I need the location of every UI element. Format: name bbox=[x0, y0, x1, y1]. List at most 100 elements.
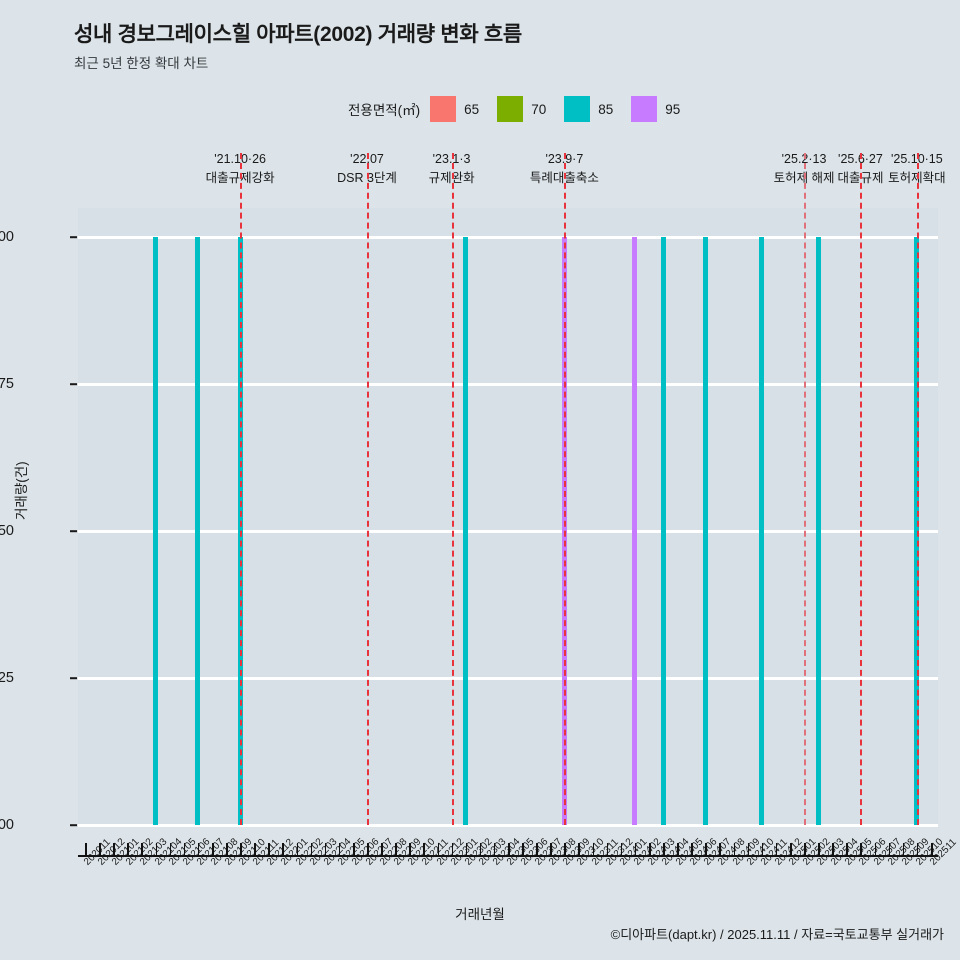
x-axis-tick-mark bbox=[564, 843, 566, 855]
x-axis-tick-mark bbox=[296, 843, 299, 855]
legend-label-95: 95 bbox=[665, 101, 681, 117]
x-axis-tick-mark bbox=[197, 843, 200, 855]
y-axis-tick-mark bbox=[70, 236, 77, 239]
bar-202402-95[interactable] bbox=[632, 237, 638, 825]
x-axis-tick-mark bbox=[592, 843, 595, 855]
grid-line bbox=[78, 529, 938, 533]
x-axis-tick-mark bbox=[719, 843, 722, 855]
x-axis-tick-mark bbox=[395, 843, 397, 855]
x-axis-tick-mark bbox=[691, 843, 693, 855]
x-axis-tick-mark bbox=[761, 843, 764, 855]
page-title: 성내 경보그레이스힐 아파트(2002) 거래량 변화 흐름 bbox=[74, 23, 522, 46]
x-axis-tick-mark bbox=[479, 843, 482, 855]
x-axis-tick-mark bbox=[620, 843, 623, 855]
x-axis-tick-mark bbox=[804, 843, 806, 855]
x-axis-tick-mark bbox=[916, 843, 919, 855]
x-axis-tick-mark bbox=[902, 843, 905, 855]
x-axis-tick-mark bbox=[310, 843, 313, 855]
event-date: '23.1·3 bbox=[432, 152, 471, 166]
x-axis-tick-mark bbox=[550, 843, 552, 855]
grid-line bbox=[78, 382, 938, 386]
x-axis-tick-mark bbox=[113, 843, 115, 855]
legend-item-65[interactable]: 65 bbox=[430, 96, 493, 122]
x-axis-tick-mark bbox=[888, 843, 891, 855]
chart-plot-area bbox=[78, 153, 938, 827]
legend-label-85: 85 bbox=[598, 101, 614, 117]
x-axis-tick-mark bbox=[536, 843, 538, 855]
x-axis-tick-mark bbox=[423, 843, 425, 855]
legend-swatch-70 bbox=[497, 96, 524, 122]
event-line-202510 bbox=[916, 153, 919, 825]
x-axis-tick-mark bbox=[451, 843, 454, 855]
event-line-202309 bbox=[564, 153, 567, 825]
legend-label-65: 65 bbox=[464, 101, 480, 117]
x-axis-tick-mark bbox=[832, 843, 834, 855]
legend-item-85[interactable]: 85 bbox=[564, 96, 627, 122]
x-axis-tick-mark bbox=[226, 843, 228, 855]
grid-line bbox=[78, 676, 938, 680]
x-axis-tick-mark bbox=[930, 843, 933, 855]
x-axis-tick-mark bbox=[818, 843, 820, 855]
bar-202302-85[interactable] bbox=[463, 237, 469, 825]
grid-line bbox=[78, 823, 938, 827]
bar-202407-85[interactable] bbox=[702, 237, 708, 825]
bar-202107-85[interactable] bbox=[195, 237, 201, 825]
x-axis-tick-mark bbox=[493, 843, 496, 855]
legend-title: 전용면적(㎡) bbox=[348, 103, 421, 118]
x-axis-tick-mark bbox=[508, 843, 510, 855]
x-axis-tick-mark bbox=[268, 843, 270, 855]
legend-item-70[interactable]: 70 bbox=[497, 96, 560, 122]
legend-label-70: 70 bbox=[531, 101, 547, 117]
bar-202404-85[interactable] bbox=[660, 237, 666, 825]
x-axis-tick-mark bbox=[409, 843, 411, 855]
x-axis-tick-mark bbox=[99, 843, 101, 855]
event-date: '23.9·7 bbox=[545, 152, 584, 166]
x-axis-tick-mark bbox=[367, 843, 369, 855]
x-axis-tick-mark bbox=[352, 843, 355, 855]
x-axis-tick-mark bbox=[874, 843, 877, 855]
bar-202411-85[interactable] bbox=[759, 237, 765, 825]
x-axis-tick-mark bbox=[860, 843, 863, 855]
grid-line bbox=[78, 235, 938, 239]
x-axis-tick-mark bbox=[240, 843, 242, 855]
x-axis-tick-mark bbox=[381, 843, 383, 855]
x-axis-tick-mark bbox=[733, 843, 736, 855]
x-axis-label: 거래년월 bbox=[455, 907, 505, 922]
y-axis-tick-mark bbox=[70, 677, 77, 679]
y-axis-tick-mark bbox=[70, 824, 77, 826]
y-axis-tick-mark bbox=[70, 383, 77, 386]
x-axis-tick-mark bbox=[775, 843, 778, 855]
x-axis-tick-mark bbox=[634, 843, 637, 855]
x-axis-tick-mark bbox=[254, 843, 256, 855]
event-line-202502 bbox=[804, 153, 807, 825]
x-axis-tick-mark bbox=[127, 843, 129, 855]
x-axis-tick-mark bbox=[155, 843, 158, 855]
chart-legend: 전용면적(㎡) 65 70 85 95 bbox=[348, 96, 698, 122]
x-axis-tick-mark bbox=[338, 843, 341, 855]
x-axis-tick-mark bbox=[578, 843, 581, 855]
x-axis-tick-mark bbox=[282, 843, 285, 855]
x-axis-tick-mark bbox=[465, 843, 468, 855]
x-axis-tick-mark bbox=[324, 843, 327, 855]
event-line-202301 bbox=[451, 153, 454, 825]
x-axis-tick-mark bbox=[846, 843, 848, 855]
event-line-202506 bbox=[860, 153, 863, 825]
event-line-202207 bbox=[367, 153, 370, 825]
x-axis-tick-mark bbox=[437, 843, 440, 855]
y-axis-label: 거래량(건) bbox=[14, 461, 29, 520]
event-annotations: '21.10·26 대출규제강화 '22.07 DSR 3단계 '23.1·3 규제완화 '… bbox=[78, 150, 946, 208]
x-axis-tick-mark bbox=[211, 843, 214, 855]
bar-202104-85[interactable] bbox=[153, 237, 159, 825]
y-axis-tick-mark bbox=[70, 530, 77, 532]
legend-swatch-95 bbox=[631, 96, 658, 122]
event-line-202110 bbox=[240, 153, 243, 825]
bar-202503-85[interactable] bbox=[815, 237, 821, 825]
x-axis-tick-mark bbox=[705, 843, 707, 855]
y-axis-tick-1.00: 1.00 bbox=[0, 229, 14, 246]
x-axis-tick-mark bbox=[183, 843, 186, 855]
legend-item-95[interactable]: 95 bbox=[631, 96, 694, 122]
x-axis-tick-mark bbox=[141, 843, 144, 855]
legend-items: 65 70 85 95 bbox=[430, 96, 698, 122]
x-axis-tick-mark bbox=[169, 843, 172, 855]
y-axis-tick-0.25: 0.25 bbox=[0, 670, 14, 687]
